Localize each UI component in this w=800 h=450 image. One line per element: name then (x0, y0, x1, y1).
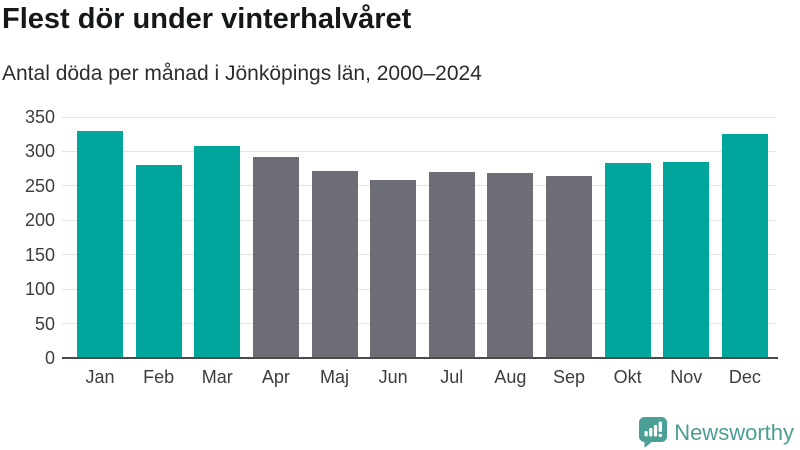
gridline-300 (62, 150, 776, 152)
gridline-50 (62, 323, 776, 325)
y-tick-0: 0 (44, 348, 55, 368)
chart-subtitle: Antal döda per månad i Jönköpings län, 2… (2, 62, 482, 85)
gridlines (62, 116, 776, 358)
x-label-sep: Sep (552, 367, 586, 387)
bar-okt (604, 163, 651, 358)
y-tick-100: 100 (24, 279, 55, 300)
bar-jul (428, 172, 475, 358)
bar-feb (135, 164, 182, 358)
x-label-okt: Okt (613, 367, 642, 387)
bar-apr (252, 156, 299, 358)
x-axis-labels: Jan Feb Mar Apr Maj Jun Jul Aug Sep Okt Nov Dec (67, 367, 772, 388)
y-tick-50: 50 (34, 313, 55, 334)
bar-jun (370, 180, 417, 358)
gridline-350 (62, 116, 776, 118)
bar-mar (194, 145, 241, 358)
bar-maj (311, 170, 358, 358)
gridline-100 (62, 288, 776, 290)
bar-aug (487, 173, 534, 358)
y-tick-250: 250 (24, 175, 55, 196)
x-label-jan: Jan (85, 367, 115, 387)
y-tick-200: 200 (24, 210, 55, 231)
x-label-jun: Jun (378, 367, 408, 387)
newsworthy-bubble-bar-chart-icon (639, 417, 668, 448)
chart-title: Flest dör under vinterhalvåret (2, 3, 412, 35)
x-label-apr: Apr (261, 367, 290, 387)
bar-jan (77, 130, 123, 358)
x-label-jul: Jul (440, 367, 464, 387)
y-tick-350: 350 (24, 107, 55, 127)
x-axis-line (62, 356, 778, 359)
x-label-feb: Feb (143, 367, 175, 387)
newsworthy-wordmark: Newsworthy (674, 419, 794, 445)
gridline-250 (62, 185, 776, 187)
bar-nov (663, 161, 710, 358)
bar-sep (546, 176, 592, 358)
y-tick-300: 300 (24, 141, 55, 162)
x-label-nov: Nov (670, 367, 703, 387)
x-label-dec: Dec (728, 367, 761, 387)
x-label-maj: Maj (319, 367, 349, 387)
gridline-150 (62, 254, 776, 256)
plot-area (67, 117, 772, 358)
x-label-aug: Aug (494, 367, 527, 387)
newsworthy-logo: Newsworthy (639, 417, 794, 448)
bar-dec (721, 134, 768, 358)
x-label-mar: Mar (201, 367, 233, 387)
y-axis-tick-labels: 0 50 100 150 200 250 300 350 (0, 107, 55, 368)
y-tick-150: 150 (24, 244, 55, 265)
gridline-200 (62, 219, 776, 221)
